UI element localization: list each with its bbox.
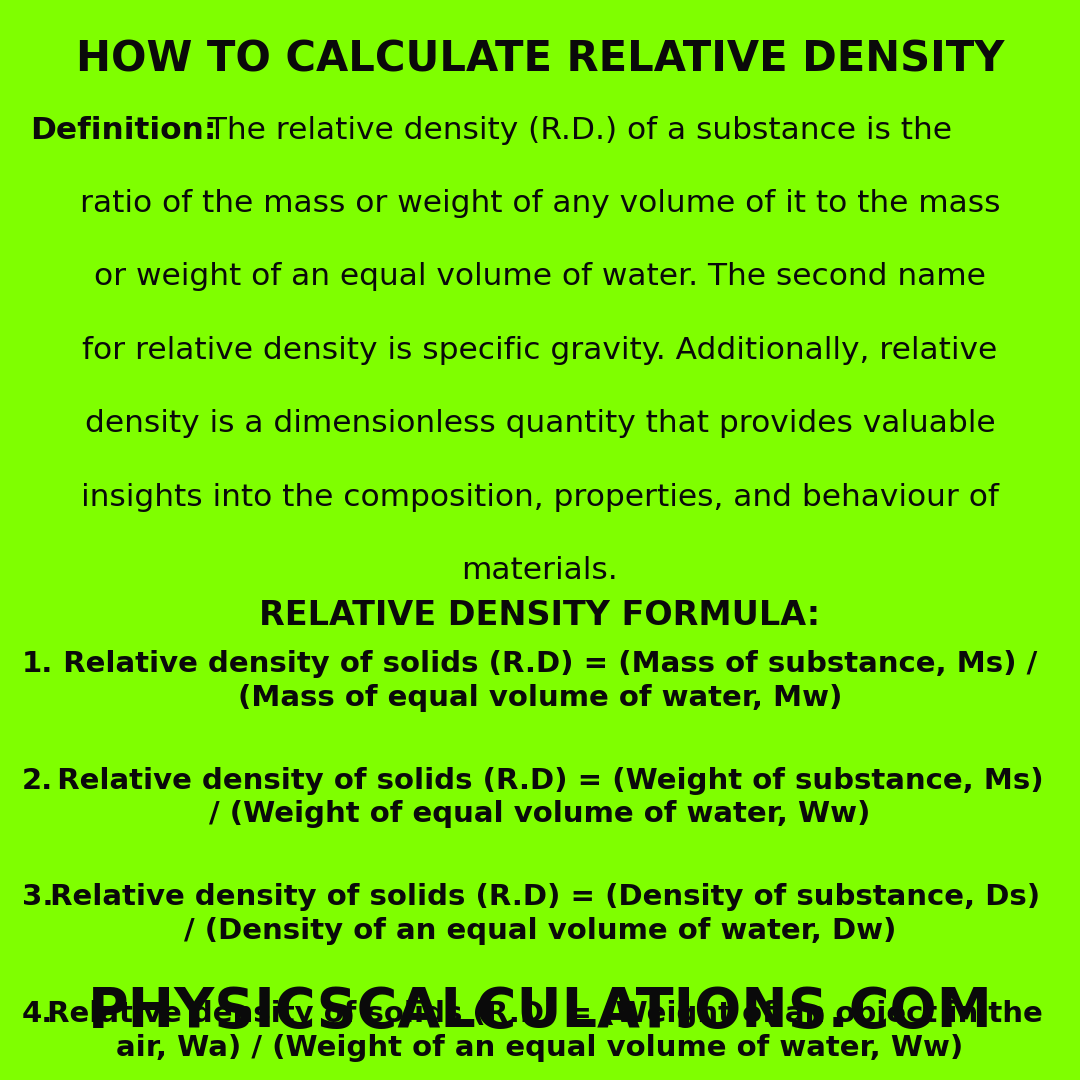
Text: The relative density (R.D.) of a substance is the: The relative density (R.D.) of a substan… xyxy=(198,116,951,145)
Text: density is a dimensionless quantity that provides valuable: density is a dimensionless quantity that… xyxy=(84,409,996,438)
Text: Relative density of solids (R.D) = (Weight of an object in the
air, Wa) / (Weigh: Relative density of solids (R.D) = (Weig… xyxy=(37,1000,1043,1062)
Text: 4.: 4. xyxy=(22,1000,53,1028)
Text: 3.: 3. xyxy=(22,883,53,912)
Text: HOW TO CALCULATE RELATIVE DENSITY: HOW TO CALCULATE RELATIVE DENSITY xyxy=(76,39,1004,81)
Text: or weight of an equal volume of water. The second name: or weight of an equal volume of water. T… xyxy=(94,262,986,292)
Text: insights into the composition, properties, and behaviour of: insights into the composition, propertie… xyxy=(81,483,999,512)
Text: Relative density of solids (R.D) = (Density of substance, Ds)
/ (Density of an e: Relative density of solids (R.D) = (Dens… xyxy=(40,883,1040,945)
Text: RELATIVE DENSITY FORMULA:: RELATIVE DENSITY FORMULA: xyxy=(259,599,821,633)
Text: Relative density of solids (R.D) = (Mass of substance, Ms) /
(Mass of equal volu: Relative density of solids (R.D) = (Mass… xyxy=(43,650,1037,712)
Text: PHYSICSCALCULATIONS.COM: PHYSICSCALCULATIONS.COM xyxy=(87,985,993,1039)
Text: materials.: materials. xyxy=(461,556,619,585)
Text: Relative density of solids (R.D) = (Weight of substance, Ms)
/ (Weight of equal : Relative density of solids (R.D) = (Weig… xyxy=(37,767,1043,828)
Text: Definition:: Definition: xyxy=(30,116,217,145)
Text: 1.: 1. xyxy=(22,650,53,678)
Text: ratio of the mass or weight of any volume of it to the mass: ratio of the mass or weight of any volum… xyxy=(80,189,1000,218)
Text: for relative density is specific gravity. Additionally, relative: for relative density is specific gravity… xyxy=(82,336,998,365)
Text: 2.: 2. xyxy=(22,767,53,795)
